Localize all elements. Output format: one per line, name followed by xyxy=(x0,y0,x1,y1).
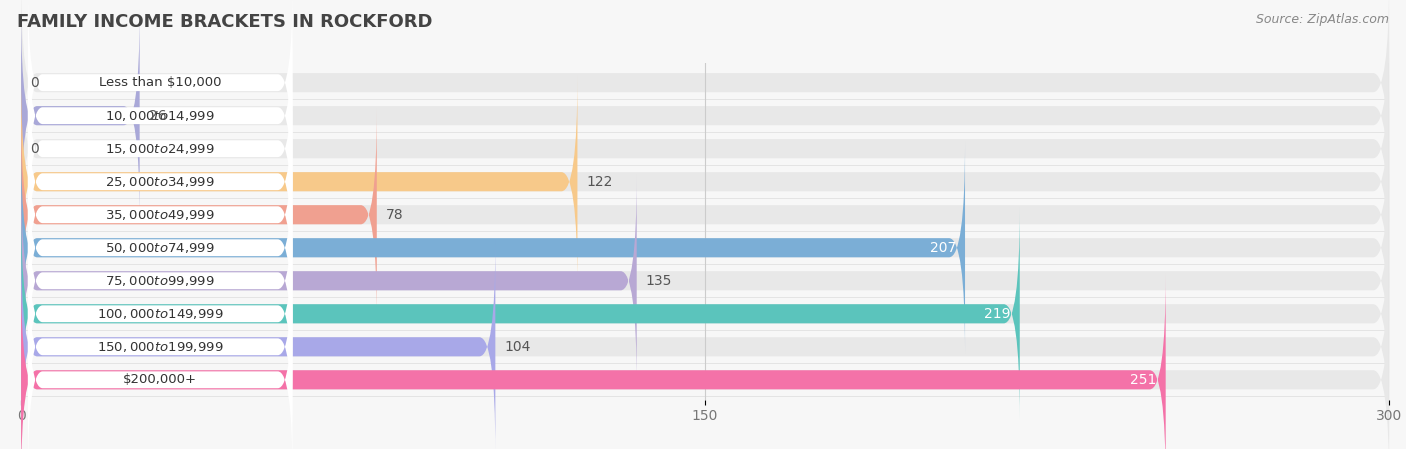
FancyBboxPatch shape xyxy=(21,274,1389,449)
FancyBboxPatch shape xyxy=(21,10,1389,222)
FancyBboxPatch shape xyxy=(28,184,292,378)
Text: Less than $10,000: Less than $10,000 xyxy=(98,76,221,89)
FancyBboxPatch shape xyxy=(21,142,1389,354)
FancyBboxPatch shape xyxy=(21,109,377,321)
FancyBboxPatch shape xyxy=(21,175,637,387)
FancyBboxPatch shape xyxy=(21,208,1019,420)
Text: 251: 251 xyxy=(1130,373,1157,387)
Text: $50,000 to $74,999: $50,000 to $74,999 xyxy=(105,241,215,255)
Text: 0: 0 xyxy=(30,76,39,90)
Text: 0: 0 xyxy=(30,142,39,156)
Text: $150,000 to $199,999: $150,000 to $199,999 xyxy=(97,340,224,354)
Text: FAMILY INCOME BRACKETS IN ROCKFORD: FAMILY INCOME BRACKETS IN ROCKFORD xyxy=(17,13,433,31)
FancyBboxPatch shape xyxy=(21,0,1389,189)
Text: 135: 135 xyxy=(645,274,672,288)
FancyBboxPatch shape xyxy=(21,274,1166,449)
FancyBboxPatch shape xyxy=(28,18,292,213)
Text: Source: ZipAtlas.com: Source: ZipAtlas.com xyxy=(1256,13,1389,26)
Text: 78: 78 xyxy=(385,208,404,222)
FancyBboxPatch shape xyxy=(21,43,1389,255)
FancyBboxPatch shape xyxy=(28,0,292,180)
FancyBboxPatch shape xyxy=(21,76,578,288)
FancyBboxPatch shape xyxy=(28,250,292,444)
FancyBboxPatch shape xyxy=(21,175,1389,387)
Text: $200,000+: $200,000+ xyxy=(124,373,197,386)
FancyBboxPatch shape xyxy=(28,52,292,246)
FancyBboxPatch shape xyxy=(28,150,292,345)
Text: $75,000 to $99,999: $75,000 to $99,999 xyxy=(105,274,215,288)
Text: 207: 207 xyxy=(929,241,956,255)
Text: $10,000 to $14,999: $10,000 to $14,999 xyxy=(105,109,215,123)
FancyBboxPatch shape xyxy=(21,241,495,449)
Text: 122: 122 xyxy=(586,175,613,189)
FancyBboxPatch shape xyxy=(21,142,965,354)
Text: $100,000 to $149,999: $100,000 to $149,999 xyxy=(97,307,224,321)
FancyBboxPatch shape xyxy=(21,76,1389,288)
Text: $35,000 to $49,999: $35,000 to $49,999 xyxy=(105,208,215,222)
FancyBboxPatch shape xyxy=(28,216,292,411)
Text: 219: 219 xyxy=(984,307,1011,321)
FancyBboxPatch shape xyxy=(21,109,1389,321)
FancyBboxPatch shape xyxy=(21,241,1389,449)
FancyBboxPatch shape xyxy=(28,84,292,279)
Text: 104: 104 xyxy=(505,340,531,354)
Text: 26: 26 xyxy=(149,109,166,123)
FancyBboxPatch shape xyxy=(28,118,292,312)
FancyBboxPatch shape xyxy=(21,10,139,222)
FancyBboxPatch shape xyxy=(21,208,1389,420)
Text: $15,000 to $24,999: $15,000 to $24,999 xyxy=(105,142,215,156)
FancyBboxPatch shape xyxy=(28,282,292,449)
Text: $25,000 to $34,999: $25,000 to $34,999 xyxy=(105,175,215,189)
